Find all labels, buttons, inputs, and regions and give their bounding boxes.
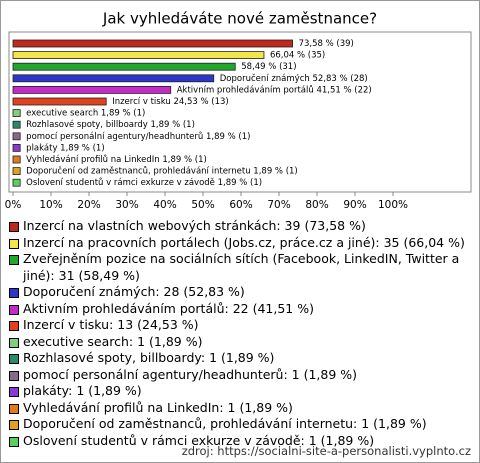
legend-item: Inzercí v tisku: 13 (24,53 %) [9,317,471,334]
legend-item: Zveřejněním pozice na sociálních sítích … [9,251,471,284]
bar [12,86,172,94]
legend-label: Oslovení studentů v rámci exkurze v závo… [23,432,375,448]
legend-swatch [9,354,19,364]
plot-frame [8,31,472,193]
value-label: 58,49 % (31) [241,62,296,72]
legend-swatch [9,337,19,348]
value-label: executive search 1,89 % (1) [26,109,145,119]
x-tick-label: 60% [229,199,252,211]
legend-item: executive search: 1 (1,89 %) [9,334,471,351]
x-tick-label: 20% [77,199,100,211]
legend-swatch [9,321,19,331]
bar [12,143,21,152]
legend-label: Zveřejněním pozice na sociálních sítích … [23,251,460,283]
legend-swatch [9,370,19,381]
x-tick-label: 50% [191,199,214,211]
bar [12,120,21,129]
legend-swatch [9,387,19,397]
legend-item: Doporučení od zaměstnanců, prohledávání … [9,416,471,433]
legend-label: Vyhledávání profilů na LinkedIn: 1 (1,89… [23,399,293,415]
x-tick-label: 0% [5,199,22,211]
bar [12,74,215,83]
bar [12,167,21,176]
legend-item: Rozhlasové spoty, billboardy: 1 (1,89 %) [9,350,471,367]
x-tick-label: 40% [153,199,176,211]
x-tick-label: 100% [378,199,408,211]
value-label: Doporučení od zaměstnanců, prohledávání … [26,166,298,177]
legend-swatch [9,420,19,430]
legend-item: Vyhledávání profilů na LinkedIn: 1 (1,89… [9,400,471,417]
x-tick-label: 80% [305,199,328,211]
legend-label: Aktivním prohledáváním portálů: 22 (41,5… [23,300,314,316]
legend-label: Inzercí v tisku: 13 (24,53 %) [23,317,199,332]
value-label: Inzercí v tisku 24,53 % (13) [112,97,228,107]
legend-item: Doporučení známých: 28 (52,83 %) [9,284,471,301]
legend: Inzercí na vlastních webových stránkách:… [9,218,471,449]
legend-item: plakáty: 1 (1,89 %) [9,383,471,400]
bar [12,39,294,48]
legend-label: Doporučení známých: 28 (52,83 %) [23,284,245,299]
legend-label: Rozhlasové spoty, billboardy: 1 (1,89 %) [23,350,275,365]
bar [12,132,21,141]
value-label: Aktivním prohledáváním portálů 41,51 % (… [177,84,372,95]
legend-item: Oslovení studentů v rámci exkurze v závo… [9,433,471,450]
legend-item: Aktivním prohledáváním portálů: 22 (41,5… [9,301,471,318]
legend-label: pomocí personální agentury/headhunterů: … [23,366,358,382]
value-label: 73,58 % (39) [299,39,354,49]
value-label: Oslovení studentů v rámci exkurze v závo… [26,177,262,188]
chart-title: Jak vyhledáváte nové zaměstnance? [102,10,377,28]
value-label: Vyhledávání profilů na LinkedIn 1,89 % (… [26,154,207,165]
bar [12,155,21,164]
value-label: pomocí personální agentury/headhunterů 1… [26,131,250,142]
x-tick-label: 90% [343,199,366,211]
value-label: plakáty 1,89 % (1) [26,143,104,153]
x-tick-label: 70% [267,199,290,211]
value-label: Rozhlasové spoty, billboardy 1,89 % (1) [26,119,195,130]
legend-label: Inzercí na pracovních portálech (Jobs.cz… [23,234,465,250]
x-tick-label: 30% [115,199,138,211]
legend-swatch [9,403,19,414]
legend-item: Inzercí na vlastních webových stránkách:… [9,218,471,235]
chart: Jak vyhledáváte nové zaměstnance? 0% 10% 2… [5,10,472,211]
legend-label: plakáty: 1 (1,89 %) [23,383,142,398]
legend-swatch [9,304,19,315]
value-label: Doporučení známých 52,83 % (28) [220,73,368,84]
bar [12,97,107,106]
value-label: 66,04 % (35) [270,51,325,61]
x-tick-label: 10% [39,199,62,211]
legend-item: Inzercí na pracovních portálech (Jobs.cz… [9,235,471,252]
source: zdroj: https://socialni-site-a-personali… [181,444,471,458]
legend-swatch [9,222,19,232]
bar [12,109,21,117]
bar [12,62,236,71]
legend-swatch [9,288,19,298]
bar [12,178,21,187]
legend-label: Doporučení od zaměstnanců, prohledávání … [23,416,427,431]
legend-swatch [9,238,19,249]
legend-label: executive search: 1 (1,89 %) [23,333,203,349]
legend-swatch [9,436,19,447]
legend-swatch [9,255,19,265]
legend-label: Inzercí na vlastních webových stránkách:… [23,218,366,233]
bar [12,51,265,59]
legend-item: pomocí personální agentury/headhunterů: … [9,367,471,384]
